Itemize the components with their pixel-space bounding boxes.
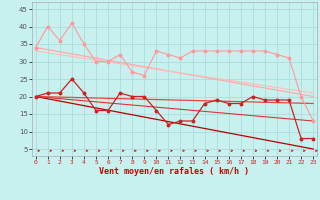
X-axis label: Vent moyen/en rafales ( km/h ): Vent moyen/en rafales ( km/h ) [100,167,249,176]
